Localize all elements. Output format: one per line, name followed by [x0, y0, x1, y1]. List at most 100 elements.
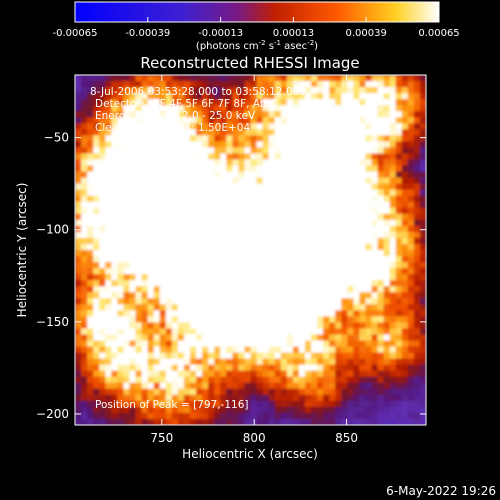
heatmap-cell — [335, 334, 342, 342]
heatmap-cell — [105, 292, 112, 299]
heatmap-cell — [226, 412, 233, 420]
heatmap-cell — [359, 225, 367, 233]
heatmap-cell — [220, 250, 227, 257]
heatmap-cell — [177, 117, 185, 124]
heatmap-cell — [202, 129, 209, 136]
heatmap-cell — [401, 376, 409, 384]
heatmap-cell — [81, 412, 88, 420]
heatmap-cell — [117, 129, 125, 136]
heatmap-cell — [238, 400, 246, 408]
heatmap-cell — [81, 183, 88, 191]
heatmap-cell — [226, 105, 233, 112]
heatmap-cell — [371, 388, 379, 396]
heatmap-cell — [87, 274, 94, 281]
heatmap-cell — [244, 189, 252, 197]
heatmap-cell — [117, 165, 125, 173]
heatmap-cell — [189, 165, 197, 173]
heatmap-cell — [323, 418, 330, 425]
heatmap-cell — [407, 231, 415, 239]
heatmap-cell — [189, 237, 197, 245]
colorbar-tick-label: 0.00013 — [273, 28, 314, 39]
heatmap-cell — [165, 418, 173, 425]
heatmap-cell — [292, 111, 300, 118]
heatmap-cell — [232, 376, 239, 384]
heatmap-cell — [147, 256, 155, 263]
heatmap-cell — [202, 153, 209, 161]
heatmap-cell — [317, 177, 324, 185]
heatmap-cell — [250, 129, 258, 136]
heatmap-cell — [208, 298, 215, 305]
heatmap-cell — [159, 207, 167, 215]
heatmap-cell — [232, 394, 239, 402]
heatmap-cell — [129, 135, 137, 142]
heatmap-cell — [347, 370, 354, 378]
heatmap-cell — [371, 171, 379, 179]
heatmap-cell — [81, 400, 88, 408]
heatmap-cell — [292, 225, 300, 233]
heatmap-cell — [383, 358, 391, 366]
heatmap-cell — [141, 135, 149, 142]
heatmap-cell — [317, 358, 324, 366]
heatmap-cell — [413, 268, 421, 275]
heatmap-cell — [177, 99, 185, 106]
heatmap-cell — [129, 406, 137, 414]
heatmap-cell — [147, 219, 155, 227]
heatmap-cell — [359, 310, 367, 317]
heatmap-cell — [323, 207, 330, 215]
heatmap-cell — [238, 93, 246, 100]
heatmap-cell — [365, 268, 373, 275]
heatmap-cell — [383, 177, 391, 185]
heatmap-cell — [159, 219, 167, 227]
heatmap-cell — [419, 412, 426, 420]
heatmap-cell — [87, 322, 94, 330]
heatmap-cell — [292, 352, 300, 360]
heatmap-cell — [256, 298, 264, 305]
heatmap-cell — [141, 171, 149, 179]
heatmap-cell — [256, 316, 264, 324]
heatmap-cell — [220, 201, 227, 209]
heatmap-cell — [238, 262, 246, 269]
heatmap-cell — [365, 105, 373, 112]
heatmap-cell — [105, 207, 112, 215]
heatmap-cell — [256, 207, 264, 215]
heatmap-cell — [395, 231, 403, 239]
heatmap-cell — [177, 262, 185, 269]
heatmap-cell — [87, 334, 94, 342]
heatmap-cell — [359, 364, 367, 372]
heatmap-cell — [183, 99, 191, 106]
heatmap-cell — [395, 171, 403, 179]
heatmap-cell — [244, 231, 252, 239]
heatmap-cell — [304, 195, 312, 203]
heatmap-cell — [81, 171, 88, 179]
heatmap-cell — [105, 141, 112, 149]
heatmap-cell — [177, 334, 185, 342]
heatmap-cell — [353, 418, 361, 425]
heatmap-cell — [262, 165, 270, 173]
heatmap-cell — [353, 207, 361, 215]
heatmap-cell — [274, 81, 282, 88]
heatmap-cell — [395, 340, 403, 348]
heatmap-cell — [244, 394, 252, 402]
heatmap-cell — [183, 213, 191, 221]
heatmap-cell — [377, 93, 385, 100]
heatmap-cell — [165, 219, 173, 227]
heatmap-cell — [341, 406, 348, 414]
heatmap-cell — [111, 165, 118, 173]
heatmap-cell — [323, 189, 330, 197]
heatmap-cell — [304, 219, 312, 227]
heatmap-cell — [135, 340, 143, 348]
heatmap-cell — [347, 352, 354, 360]
heatmap-cell — [389, 340, 397, 348]
heatmap-cell — [202, 352, 209, 360]
heatmap-cell — [165, 364, 173, 372]
heatmap-cell — [347, 346, 354, 354]
heatmap-cell — [208, 81, 215, 88]
heatmap-cell — [413, 346, 421, 354]
heatmap-cell — [280, 93, 288, 100]
heatmap-cell — [141, 406, 149, 414]
heatmap-cell — [389, 105, 397, 112]
heatmap-cell — [75, 382, 82, 390]
heatmap-cell — [389, 292, 397, 299]
heatmap-cell — [159, 81, 167, 88]
heatmap-cell — [196, 177, 203, 185]
